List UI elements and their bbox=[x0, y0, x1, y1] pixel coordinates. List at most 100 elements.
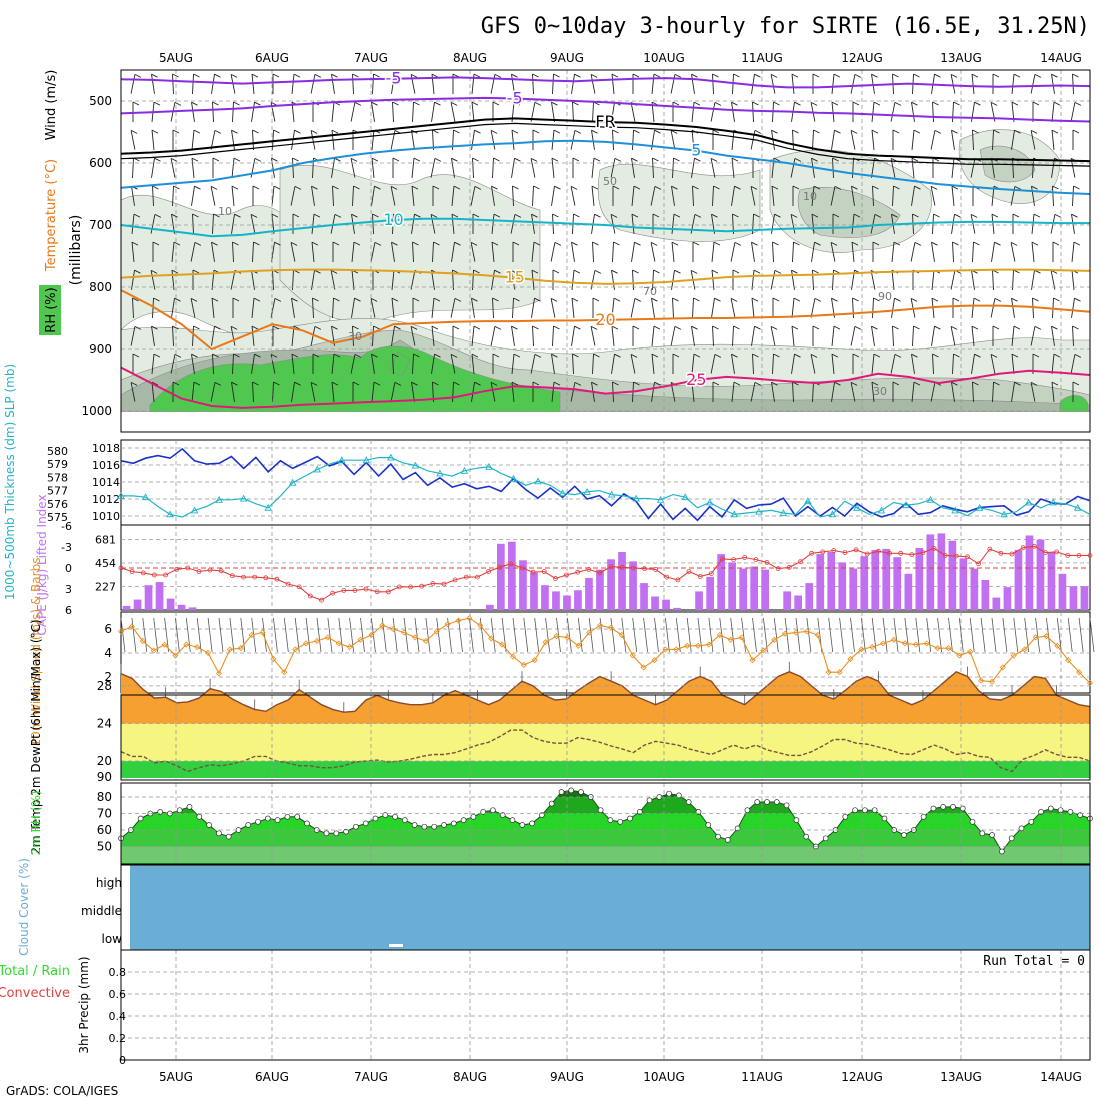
cape-bar bbox=[926, 534, 935, 610]
x-tick-label-bottom: 10AUG bbox=[643, 1070, 685, 1084]
wind10-marker bbox=[1032, 634, 1039, 641]
upper-wind-barb bbox=[792, 129, 799, 134]
upper-wind-barb bbox=[174, 297, 181, 302]
upper-wind-barb bbox=[814, 297, 822, 302]
upper-wind-barb bbox=[651, 354, 655, 374]
upper-wind-barb bbox=[931, 270, 935, 290]
upper-wind-barb bbox=[1051, 74, 1055, 94]
upper-wind-barb bbox=[972, 381, 974, 403]
wind10-marker bbox=[847, 655, 854, 663]
upper-wind-barb bbox=[972, 129, 979, 134]
wind10-barb bbox=[1035, 617, 1040, 653]
upper-wind-barb bbox=[192, 213, 199, 218]
rh2m-marker bbox=[421, 823, 428, 830]
upper-wind-barb bbox=[232, 353, 234, 375]
li-marker bbox=[898, 550, 904, 556]
upper-wind-barb bbox=[871, 326, 875, 346]
upper-wind-barb bbox=[131, 214, 135, 234]
upper-wind-barb bbox=[133, 213, 141, 218]
wind10-marker bbox=[531, 657, 538, 664]
upper-wind-barb bbox=[132, 157, 134, 179]
rh2m-marker bbox=[401, 817, 408, 823]
upper-wind-barb bbox=[371, 157, 379, 162]
li-marker bbox=[586, 567, 592, 572]
upper-wind-barb bbox=[634, 297, 642, 302]
upper-wind-barb bbox=[951, 158, 955, 178]
thickness-marker bbox=[1073, 503, 1082, 511]
upper-wind-barb bbox=[130, 74, 136, 94]
upper-wind-barb bbox=[791, 73, 799, 78]
cape-bar bbox=[585, 577, 593, 610]
li-y-tick: 3 bbox=[65, 583, 72, 596]
upper-wind-barb bbox=[412, 353, 414, 375]
upper-wind-barb bbox=[171, 298, 175, 318]
upper-wind-barb bbox=[392, 101, 394, 123]
upper-bottom-strip bbox=[121, 412, 1090, 432]
upper-wind-barb bbox=[1071, 213, 1078, 218]
upper-wind-barb bbox=[1030, 74, 1036, 94]
wind10-marker bbox=[313, 637, 321, 645]
upper-wind-barb bbox=[992, 129, 994, 151]
upper-wind-barb bbox=[614, 353, 621, 358]
wind10-marker bbox=[956, 652, 963, 659]
slp-frame bbox=[120, 439, 1091, 526]
upper-wind-barb bbox=[974, 353, 981, 358]
wind10-marker bbox=[390, 625, 397, 633]
upper-wind-barb bbox=[392, 353, 394, 375]
upper-wind-barb bbox=[232, 241, 234, 263]
rh2m-marker bbox=[744, 807, 751, 814]
li-marker bbox=[909, 552, 915, 558]
upper-wind-barb bbox=[971, 326, 975, 346]
wind10-barb bbox=[708, 617, 714, 653]
upper-wind-barb bbox=[871, 158, 875, 178]
upper-wind-barb bbox=[1031, 186, 1035, 206]
upper-wind-barb bbox=[811, 214, 815, 234]
li-marker bbox=[675, 577, 681, 583]
upper-wind-barb bbox=[631, 242, 635, 262]
upper-wind-barb bbox=[1011, 130, 1015, 150]
rh2m-marker bbox=[666, 790, 672, 797]
cape-bar bbox=[166, 598, 175, 610]
upper-wind-barb bbox=[410, 270, 416, 290]
cape-bar bbox=[133, 599, 142, 610]
wind10-barb bbox=[349, 617, 354, 653]
wind10-marker bbox=[564, 634, 571, 641]
li-marker bbox=[853, 547, 859, 553]
upper-wind-barb bbox=[493, 157, 500, 162]
upper-wind-barb bbox=[251, 325, 259, 330]
rh2m-y-tick: 60 bbox=[97, 823, 112, 837]
upper-wind-barb bbox=[871, 129, 879, 134]
x-tick-label-top: 10AUG bbox=[643, 51, 685, 65]
upper-wind-barb bbox=[851, 241, 859, 246]
cape-bar bbox=[629, 561, 637, 610]
upper-wind-barb bbox=[452, 269, 459, 274]
upper-wind-barb bbox=[592, 353, 594, 375]
wind10-marker bbox=[880, 640, 887, 647]
rh2m-marker bbox=[509, 817, 516, 823]
upper-wind-barb bbox=[714, 101, 722, 106]
upper-wind-barb bbox=[154, 157, 161, 162]
upper-wind-barb bbox=[711, 270, 715, 290]
upper-wind-barb bbox=[511, 325, 518, 330]
cloud-level-label: low bbox=[102, 932, 123, 946]
li-marker bbox=[319, 597, 324, 603]
li-marker bbox=[207, 567, 213, 573]
upper-wind-barb bbox=[712, 129, 720, 134]
wind10-barb bbox=[283, 617, 289, 653]
upper-wind-barb bbox=[574, 381, 582, 386]
wind10-barb bbox=[185, 617, 191, 653]
temp-y-tick: 20 bbox=[97, 754, 112, 768]
upper-wind-barb bbox=[310, 74, 316, 94]
upper-wind-barb bbox=[391, 298, 395, 318]
upper-wind-barb bbox=[270, 353, 278, 358]
upper-wind-barb bbox=[451, 158, 455, 178]
li-marker bbox=[742, 555, 748, 560]
wind10-marker bbox=[422, 637, 429, 645]
upper-wind-barb bbox=[552, 213, 554, 235]
upper-wind-barb bbox=[392, 353, 399, 358]
upper-wind-barb bbox=[572, 101, 574, 123]
rh2m-marker bbox=[519, 822, 526, 828]
cape-bar bbox=[728, 562, 736, 610]
upper-wind-barb bbox=[491, 241, 499, 246]
thickness-marker bbox=[436, 469, 444, 477]
